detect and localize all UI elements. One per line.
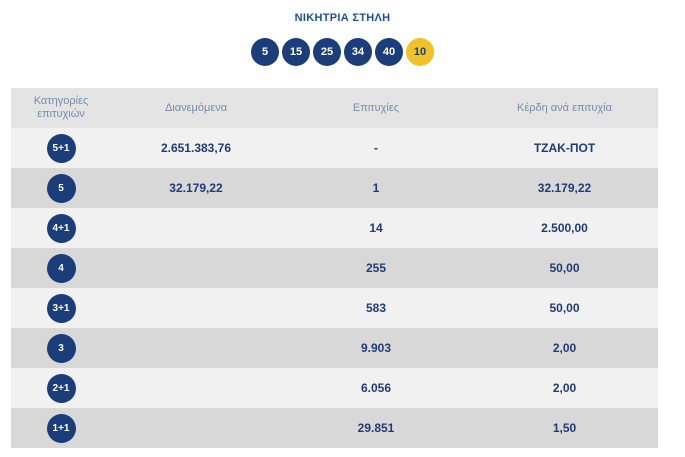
prize-value: ΤΖΑΚ-ΠΟΤ [533,141,596,155]
prize-value: 2,00 [552,381,577,395]
category-badge: 4+1 [46,213,76,243]
table-row: 1+1 29.851 1,50 [11,408,658,448]
distributed-value [111,328,281,368]
table-row: 2+1 6.056 2,00 [11,368,658,408]
table-row: 4 255 50,00 [11,248,658,288]
prize-value: 1,50 [552,421,577,435]
distributed-value [111,408,281,448]
prize-value: 50,00 [549,261,580,275]
distributed-value [111,368,281,408]
distributed-value: 32.179,22 [169,181,223,195]
distributed-value [111,288,281,328]
winning-numbers: 5 15 25 34 40 10 [0,38,685,66]
number-ball: 5 [251,38,279,66]
number-ball: 15 [282,38,310,66]
bonus-ball: 10 [406,38,434,66]
prize-value: 50,00 [549,301,580,315]
winners-value: - [374,141,378,155]
number-ball: 25 [313,38,341,66]
header-prize: Κέρδη ανά επιτυχία [517,101,612,114]
category-badge: 5 [46,173,76,203]
distributed-value [111,208,281,248]
winners-value: 255 [365,261,387,275]
category-badge: 4 [46,253,76,283]
table-row: 5+1 2.651.383,76 - ΤΖΑΚ-ΠΟΤ [11,128,658,168]
number-ball: 34 [344,38,372,66]
winners-value: 9.903 [360,341,392,355]
table-row: 3+1 583 50,00 [11,288,658,328]
table-header: Κατηγορίες επιτυχιών Διανεμόμενα Επιτυχί… [11,88,658,128]
winners-value: 6.056 [360,381,392,395]
header-winners: Επιτυχίες [352,101,400,114]
winners-value: 29.851 [357,421,395,435]
category-badge: 1+1 [46,413,76,443]
prize-value: 2,00 [552,341,577,355]
prize-value: 2.500,00 [541,221,588,235]
table-row: 5 32.179,22 1 32.179,22 [11,168,658,208]
category-badge: 5+1 [46,133,76,163]
prize-value: 32.179,22 [537,181,592,195]
winners-value: 583 [365,301,387,315]
header-category: Κατηγορίες επιτυχιών [33,95,89,120]
category-badge: 3 [46,333,76,363]
results-table: Κατηγορίες επιτυχιών Διανεμόμενα Επιτυχί… [11,88,658,448]
table-row: 3 9.903 2,00 [11,328,658,368]
category-badge: 2+1 [46,373,76,403]
distributed-value [111,248,281,288]
distributed-value: 2.651.383,76 [160,141,232,155]
header-distributed: Διανεμόμενα [164,101,228,114]
winners-value: 14 [369,221,383,235]
winning-column-title: ΝΙΚΗΤΡΙΑ ΣΤΗΛΗ [294,12,391,24]
table-row: 4+1 14 2.500,00 [11,208,658,248]
winners-value: 1 [372,181,380,195]
category-badge: 3+1 [46,293,76,323]
number-ball: 40 [375,38,403,66]
